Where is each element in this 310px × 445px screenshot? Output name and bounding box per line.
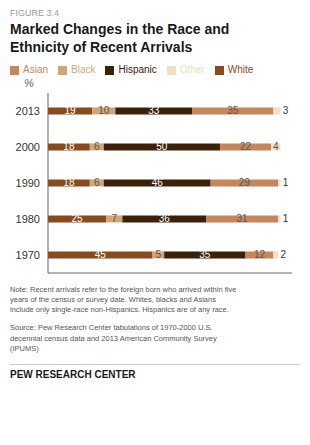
svg-text:50: 50	[156, 141, 168, 152]
svg-text:19: 19	[65, 105, 77, 116]
html-text:White: White	[227, 64, 254, 75]
svg-text:1: 1	[283, 177, 289, 188]
svg-text:46: 46	[152, 177, 164, 188]
html-text:Black: Black	[71, 64, 96, 75]
svg-text:%: %	[24, 77, 34, 89]
svg-text:10: 10	[98, 105, 110, 116]
svg-text:25: 25	[71, 213, 83, 224]
svg-text:1: 1	[283, 213, 289, 224]
svg-text:1990: 1990	[16, 177, 40, 189]
svg-text:3: 3	[283, 105, 289, 116]
svg-text:7: 7	[111, 213, 117, 224]
svg-text:31: 31	[236, 213, 248, 224]
svg-text:5: 5	[156, 249, 162, 260]
svg-text:18: 18	[63, 177, 75, 188]
html-text:Marked Changes in the Race and: Marked Changes in the Race and Ethnicity…	[10, 21, 230, 55]
svg-text:1970: 1970	[16, 249, 40, 261]
html-text:Other: Other	[179, 64, 205, 75]
svg-text:2000: 2000	[16, 141, 40, 153]
svg-text:12: 12	[254, 249, 266, 260]
svg-text:6: 6	[94, 177, 100, 188]
html-text:Asian: Asian	[23, 64, 48, 75]
svg-text:35: 35	[199, 249, 211, 260]
html-text:Source: Pew Research Center ta: Source: Pew Research Center tabulations …	[10, 323, 217, 353]
svg-text:35: 35	[227, 105, 239, 116]
html-text:Hispanic: Hispanic	[118, 64, 157, 75]
svg-text:2: 2	[280, 249, 286, 260]
svg-text:33: 33	[148, 105, 160, 116]
svg-text:6: 6	[94, 141, 100, 152]
svg-text:2013: 2013	[16, 105, 40, 117]
svg-text:36: 36	[159, 213, 171, 224]
svg-text:1980: 1980	[16, 213, 40, 225]
svg-text:18: 18	[63, 141, 75, 152]
html-text:PEW RESEARCH CENTER: PEW RESEARCH CENTER	[10, 368, 136, 380]
svg-text:45: 45	[95, 249, 107, 260]
svg-text:4: 4	[273, 141, 279, 152]
svg-text:29: 29	[239, 177, 251, 188]
html-text:FIGURE 3.4: FIGURE 3.4	[10, 8, 59, 18]
html-text:Note: Recent arrivals refer to: Note: Recent arrivals refer to the forei…	[10, 285, 237, 315]
svg-text:22: 22	[240, 141, 252, 152]
